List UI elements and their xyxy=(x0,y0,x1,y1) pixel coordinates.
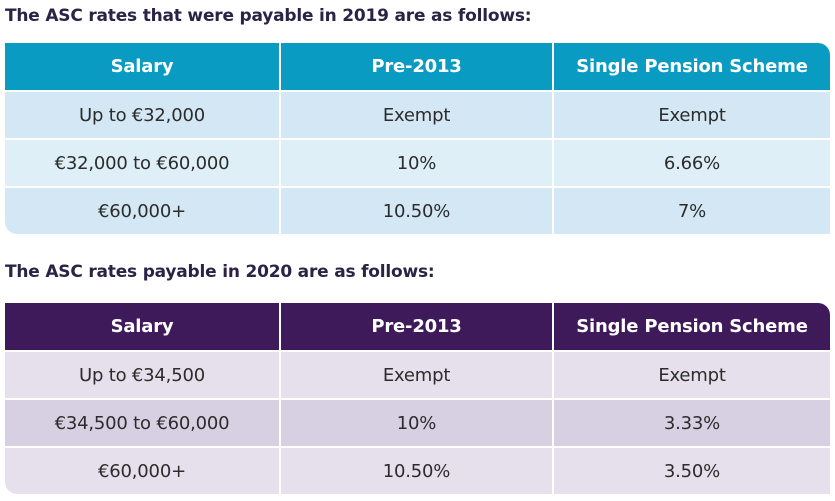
column-header-single-pension-scheme: Single Pension Scheme xyxy=(552,303,830,350)
table-row: Up to €32,000 Exempt Exempt xyxy=(5,90,830,138)
table-header-row: Salary Pre-2013 Single Pension Scheme xyxy=(5,303,830,350)
salary-cell: €34,500 to €60,000 xyxy=(5,398,279,446)
heading-2019: The ASC rates that were payable in 2019 … xyxy=(5,6,532,26)
single-scheme-rate-cell: 6.66% xyxy=(552,138,830,186)
asc-rates-2019-table: Salary Pre-2013 Single Pension Scheme Up… xyxy=(5,43,830,234)
table-header-row: Salary Pre-2013 Single Pension Scheme xyxy=(5,43,830,90)
column-header-salary: Salary xyxy=(5,43,279,90)
salary-cell: €32,000 to €60,000 xyxy=(5,138,279,186)
salary-cell: Up to €32,000 xyxy=(5,90,279,138)
pre-2013-rate-cell: 10.50% xyxy=(279,446,552,494)
single-scheme-rate-cell: Exempt xyxy=(552,90,830,138)
pre-2013-rate-cell: 10.50% xyxy=(279,186,552,234)
column-header-single-pension-scheme: Single Pension Scheme xyxy=(552,43,830,90)
single-scheme-rate-cell: 3.50% xyxy=(552,446,830,494)
column-header-pre-2013: Pre-2013 xyxy=(279,43,552,90)
table-row: €34,500 to €60,000 10% 3.33% xyxy=(5,398,830,446)
pre-2013-rate-cell: Exempt xyxy=(279,350,552,398)
salary-cell: €60,000+ xyxy=(5,186,279,234)
table-row: €60,000+ 10.50% 7% xyxy=(5,186,830,234)
heading-2020: The ASC rates payable in 2020 are as fol… xyxy=(5,262,435,282)
column-header-pre-2013: Pre-2013 xyxy=(279,303,552,350)
table-row: €60,000+ 10.50% 3.50% xyxy=(5,446,830,494)
single-scheme-rate-cell: Exempt xyxy=(552,350,830,398)
single-scheme-rate-cell: 7% xyxy=(552,186,830,234)
asc-rates-2020-table: Salary Pre-2013 Single Pension Scheme Up… xyxy=(5,303,830,494)
single-scheme-rate-cell: 3.33% xyxy=(552,398,830,446)
pre-2013-rate-cell: Exempt xyxy=(279,90,552,138)
column-header-salary: Salary xyxy=(5,303,279,350)
table-row: €32,000 to €60,000 10% 6.66% xyxy=(5,138,830,186)
salary-cell: Up to €34,500 xyxy=(5,350,279,398)
salary-cell: €60,000+ xyxy=(5,446,279,494)
table-row: Up to €34,500 Exempt Exempt xyxy=(5,350,830,398)
pre-2013-rate-cell: 10% xyxy=(279,398,552,446)
pre-2013-rate-cell: 10% xyxy=(279,138,552,186)
